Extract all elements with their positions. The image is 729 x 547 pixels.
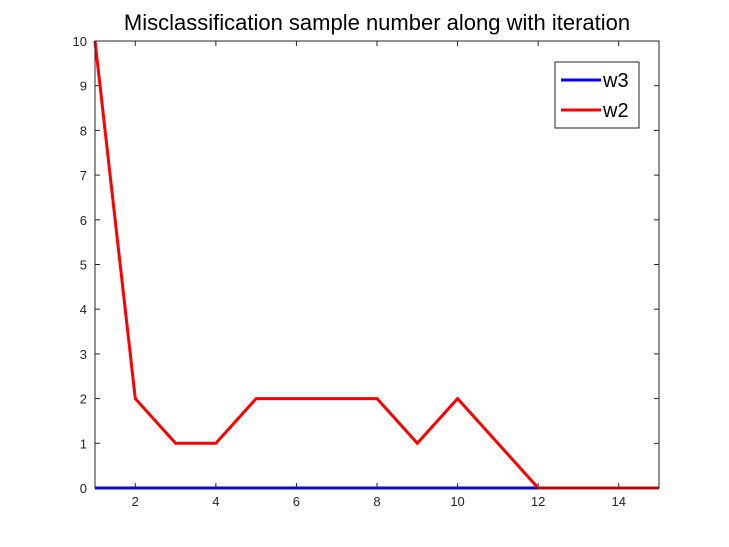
y-tick-label: 7 bbox=[80, 168, 87, 183]
x-tick-label: 8 bbox=[373, 494, 380, 509]
y-tick-label: 9 bbox=[80, 79, 87, 94]
y-tick-label: 3 bbox=[80, 347, 87, 362]
y-tick-label: 4 bbox=[80, 302, 87, 317]
legend-label-w2: w2 bbox=[602, 100, 629, 122]
x-tick-label: 6 bbox=[293, 494, 300, 509]
y-tick-label: 5 bbox=[80, 258, 87, 273]
legend-box bbox=[554, 61, 640, 129]
y-tick-label: 1 bbox=[80, 436, 87, 451]
chart-title: Misclassification sample number along wi… bbox=[124, 10, 630, 35]
y-tick-label: 6 bbox=[80, 213, 87, 228]
y-tick-label: 10 bbox=[73, 34, 87, 49]
y-tick-label: 0 bbox=[80, 481, 87, 496]
y-tick-label: 2 bbox=[80, 392, 87, 407]
x-tick-label: 14 bbox=[611, 494, 625, 509]
axes-frame bbox=[94, 40, 660, 489]
x-tick-label: 4 bbox=[212, 494, 219, 509]
y-tick-label: 8 bbox=[80, 123, 87, 138]
x-tick-label: 10 bbox=[450, 494, 464, 509]
x-tick-label: 2 bbox=[132, 494, 139, 509]
legend-label-w3: w3 bbox=[602, 70, 629, 92]
x-tick-label: 12 bbox=[531, 494, 545, 509]
